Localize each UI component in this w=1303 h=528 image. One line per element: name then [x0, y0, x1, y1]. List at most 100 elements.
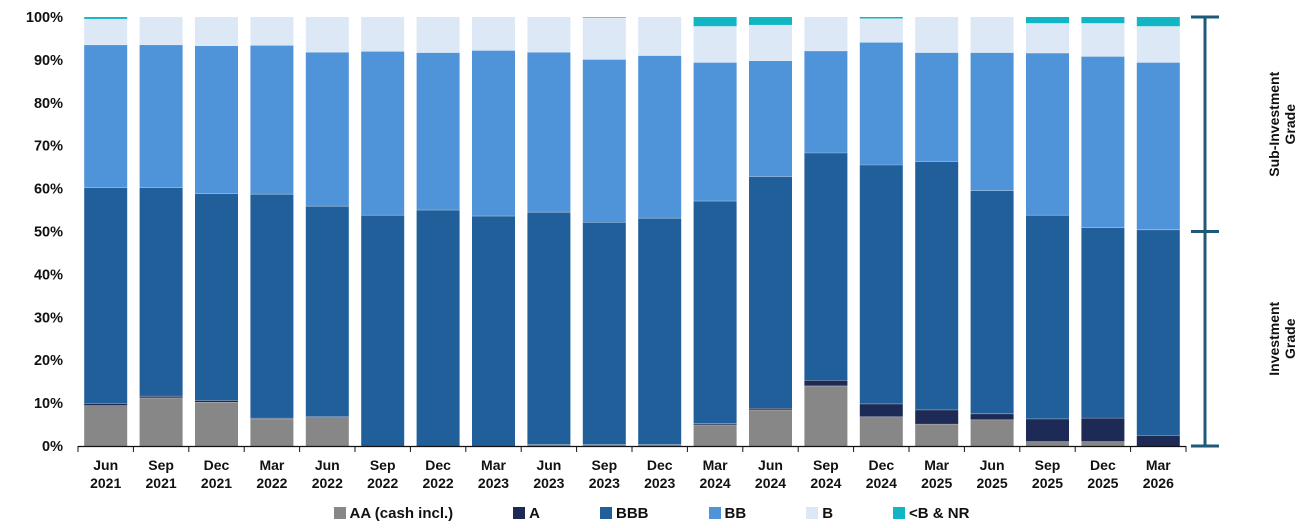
- bar-segment: [250, 194, 294, 419]
- bar-segment: [693, 201, 737, 424]
- legend-item: BBB: [600, 505, 649, 522]
- bar-stack: [139, 17, 183, 446]
- bar-segment: [582, 222, 626, 445]
- bar-segment: [693, 423, 737, 425]
- bar-segment: [250, 418, 294, 446]
- bar-stack: [527, 17, 571, 446]
- bar-segment: [1081, 17, 1125, 24]
- bar-segment: [1081, 418, 1125, 442]
- x-tick-month: Mar: [924, 457, 949, 473]
- bar-segment: [305, 17, 349, 53]
- x-tick-month: Mar: [259, 457, 284, 473]
- bar-segment: [84, 44, 128, 188]
- x-tick-year: 2021: [90, 475, 121, 491]
- x-tick-year: 2022: [367, 475, 398, 491]
- y-tick-label: 60%: [34, 182, 63, 198]
- bar-segment: [638, 55, 682, 219]
- bar-segment: [527, 52, 571, 213]
- bar-segment: [361, 51, 405, 216]
- bar-segment: [859, 18, 903, 43]
- x-tick-month: Dec: [647, 457, 673, 473]
- bar-segment: [195, 400, 238, 403]
- bar-segment: [970, 419, 1014, 446]
- bar-stack: [693, 17, 737, 446]
- bar-segment: [749, 25, 792, 61]
- y-tick-label: 10%: [34, 396, 63, 412]
- bar-segment: [1026, 441, 1069, 446]
- x-tick-year: 2024: [755, 475, 786, 491]
- bracket-label-line: Grade: [1282, 104, 1298, 145]
- bar-segment: [749, 17, 792, 26]
- bar-segment: [84, 19, 128, 45]
- bar-segment: [139, 397, 183, 446]
- bar-stack: [582, 17, 626, 446]
- bar-segment: [305, 417, 349, 446]
- bar-segment: [915, 52, 959, 162]
- x-tick-year: 2023: [478, 475, 509, 491]
- bar-segment: [1026, 215, 1069, 419]
- x-tick-month: Jun: [980, 457, 1005, 473]
- x-tick-month: Dec: [868, 457, 894, 473]
- bar-segment: [693, 26, 737, 63]
- bar-stack: [859, 17, 903, 446]
- bar-segment: [859, 165, 903, 404]
- x-axis: Jun 2021 Sep 2021 Dec 2021 Mar 2022 Jun 2022 Sep 20…: [77, 445, 1187, 491]
- legend-item: <B & NR: [893, 505, 969, 522]
- y-tick-label: 100%: [26, 10, 63, 26]
- x-tick-year: 2021: [201, 475, 232, 491]
- bar-segment: [1026, 23, 1069, 54]
- bar-stack: [195, 17, 238, 446]
- bar-segment: [1136, 26, 1180, 63]
- bar-segment: [527, 17, 571, 53]
- x-tick-year: 2022: [256, 475, 287, 491]
- bar-segment: [859, 42, 903, 166]
- bar-segment: [139, 44, 183, 188]
- bar-stack: [84, 17, 128, 446]
- bar-segment: [472, 17, 515, 51]
- bar-segment: [970, 52, 1014, 191]
- bar-segment: [250, 45, 294, 195]
- legend-label: <B & NR: [909, 504, 970, 522]
- x-tick-month: Sep: [370, 457, 396, 473]
- stacked-bar-chart: 0% 10% 20% 30% 40% 50% 60% 70% 80% 90% 100% Jun 202…: [26, 10, 1298, 491]
- x-tick-month: Mar: [703, 457, 728, 473]
- bar-segment: [139, 17, 183, 45]
- y-tick-label: 0%: [42, 439, 63, 455]
- x-tick-year: 2021: [146, 475, 177, 491]
- bar-segment: [361, 17, 405, 52]
- bar-segment: [139, 396, 183, 398]
- bar-segment: [749, 60, 792, 177]
- legend-item: AA (cash incl.): [333, 505, 453, 522]
- bar-segment: [1136, 229, 1180, 436]
- x-tick-year: 2024: [810, 475, 841, 491]
- bar-segment: [1136, 62, 1180, 230]
- legend-swatch: [600, 507, 613, 519]
- x-tick-month: Sep: [148, 457, 174, 473]
- x-tick-month: Mar: [481, 457, 506, 473]
- x-tick-year: 2025: [1087, 475, 1118, 491]
- bar-segment: [195, 193, 238, 401]
- legend: AA (cash incl.) A BBB BB B <B & NR: [0, 500, 1303, 526]
- bar-segment: [582, 17, 626, 60]
- y-axis: 0% 10% 20% 30% 40% 50% 60% 70% 80% 90% 100%: [26, 10, 63, 455]
- x-tick-month: Jun: [315, 457, 340, 473]
- x-tick-month: Dec: [1090, 457, 1116, 473]
- bar-segment: [84, 17, 128, 20]
- legend-swatch: [708, 507, 721, 519]
- y-tick-label: 90%: [34, 53, 63, 69]
- bar-segment: [693, 62, 737, 202]
- legend-label: BB: [724, 504, 747, 522]
- bar-segment: [970, 413, 1014, 420]
- bar-segment: [1026, 17, 1069, 24]
- x-tick-year: 2024: [866, 475, 897, 491]
- y-tick-label: 70%: [34, 139, 63, 155]
- y-tick-label: 40%: [34, 267, 63, 283]
- x-tick-year: 2024: [700, 475, 731, 491]
- bracket-label-line: Sub-Investment: [1266, 71, 1282, 176]
- y-tick-label: 50%: [34, 225, 63, 241]
- bar-segment: [305, 52, 349, 207]
- bar-segment: [84, 405, 128, 446]
- x-tick-year: 2025: [977, 475, 1008, 491]
- legend-swatch: [806, 507, 819, 519]
- bar-stack: [361, 17, 405, 446]
